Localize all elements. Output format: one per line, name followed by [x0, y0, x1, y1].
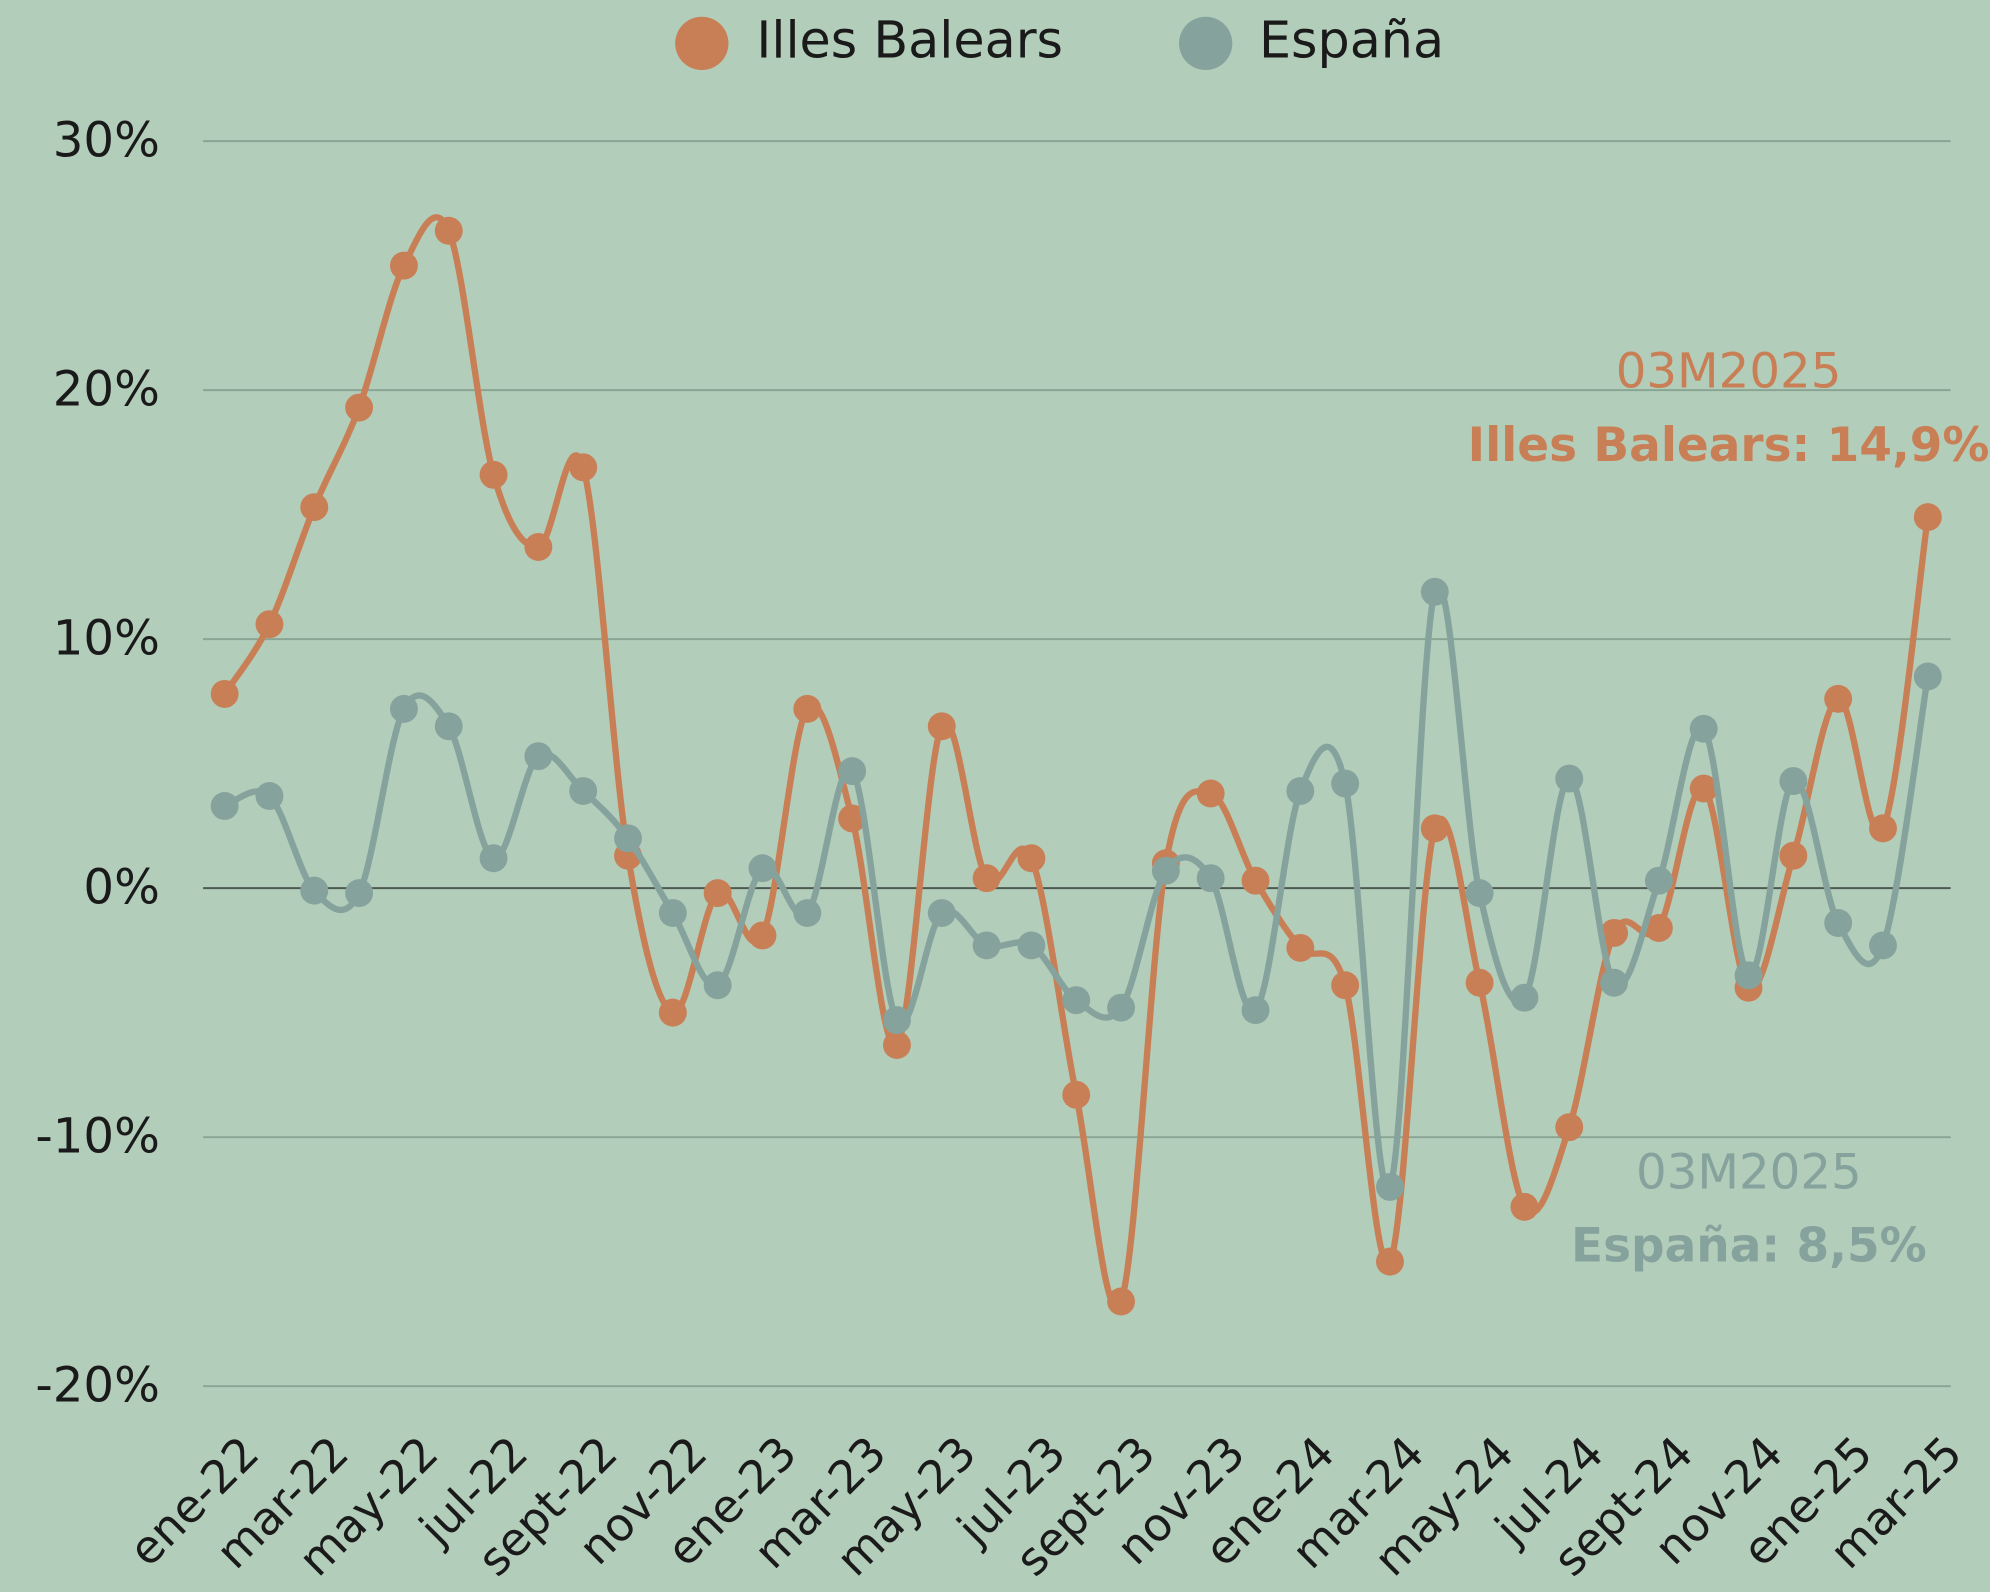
data-point: [658, 998, 687, 1027]
y-tick-label: 20%: [53, 362, 160, 418]
data-point: [1062, 986, 1091, 1015]
data-point: [838, 757, 867, 786]
data-point: [524, 533, 553, 561]
data-point: [1331, 769, 1360, 798]
data-point: [524, 742, 553, 771]
data-point: [1196, 864, 1225, 893]
data-point: [255, 610, 284, 639]
data-point: [1600, 968, 1629, 997]
data-point: [1689, 714, 1718, 743]
y-tick-label: -10%: [35, 1109, 160, 1165]
data-point: [927, 899, 956, 927]
data-point: [1241, 866, 1270, 895]
data-point: [1017, 931, 1046, 960]
y-tick-label: 0%: [83, 860, 160, 916]
data-point: [1241, 996, 1270, 1025]
annotation-period: 03M2025: [1636, 1144, 1862, 1200]
data-point: [1196, 779, 1225, 808]
data-point: [1107, 1287, 1136, 1316]
data-point: [1555, 764, 1584, 793]
data-point: [1779, 767, 1808, 796]
data-point: [882, 1006, 911, 1035]
y-tick-label: 10%: [53, 611, 160, 667]
data-point: [1913, 503, 1942, 532]
data-point: [1913, 662, 1942, 691]
data-point: [1465, 879, 1494, 908]
data-point: [1376, 1247, 1404, 1276]
data-point: [569, 777, 598, 805]
data-point: [434, 712, 463, 741]
data-point: [1420, 577, 1449, 606]
data-point: [479, 844, 508, 873]
data-point: [1689, 774, 1718, 803]
legend-label: España: [1259, 10, 1444, 69]
data-point: [345, 393, 374, 422]
data-point: [658, 899, 687, 927]
data-point: [1600, 918, 1629, 947]
data-point: [838, 804, 867, 833]
data-point: [703, 879, 732, 908]
data-point: [1062, 1080, 1091, 1109]
data-point: [1510, 1192, 1539, 1221]
data-point: [300, 493, 329, 522]
data-point: [434, 216, 463, 245]
data-point: [793, 694, 822, 723]
data-point: [1644, 866, 1673, 895]
data-point: [1286, 933, 1315, 962]
data-point: [972, 931, 1001, 960]
data-point: [210, 679, 239, 708]
data-point: [255, 782, 284, 810]
y-tick-label: 30%: [53, 113, 160, 169]
data-point: [569, 453, 598, 482]
data-point: [1151, 856, 1180, 885]
data-point: [389, 251, 418, 280]
data-point: [1869, 931, 1897, 960]
data-point: [1555, 1113, 1584, 1142]
annotation-period: 03M2025: [1616, 344, 1842, 400]
data-point: [882, 1031, 911, 1059]
data-point: [927, 712, 956, 741]
legend-label: Illes Balears: [756, 10, 1063, 69]
data-point: [1734, 961, 1763, 990]
series-line: [223, 583, 1931, 1193]
data-point: [1510, 983, 1539, 1012]
data-point: [1420, 814, 1449, 843]
data-point: [479, 460, 508, 489]
data-point: [1869, 814, 1897, 843]
data-point: [1107, 993, 1136, 1022]
data-point: [1465, 968, 1494, 997]
y-tick-label: -20%: [35, 1358, 160, 1414]
data-point: [1017, 844, 1046, 873]
data-point: [210, 792, 239, 820]
data-point: [1376, 1172, 1404, 1201]
data-point: [972, 864, 1001, 893]
data-point: [748, 921, 777, 950]
data-point: [748, 854, 777, 883]
data-point: [703, 971, 732, 1000]
legend-swatch: [675, 16, 729, 71]
data-point: [1824, 684, 1853, 713]
data-point: [793, 899, 822, 927]
data-point: [1644, 914, 1673, 942]
annotation-value: España: 8,5%: [1571, 1219, 1927, 1274]
annotation-value: Illes Balears: 14,9%: [1468, 418, 1990, 473]
data-point: [1331, 971, 1360, 1000]
data-point: [1779, 841, 1808, 870]
data-point: [389, 694, 418, 723]
data-point: [1286, 777, 1315, 805]
data-point: [614, 824, 642, 853]
data-point: [1824, 909, 1853, 937]
legend-swatch: [1179, 16, 1233, 71]
data-point: [345, 879, 374, 908]
data-point: [300, 876, 329, 905]
